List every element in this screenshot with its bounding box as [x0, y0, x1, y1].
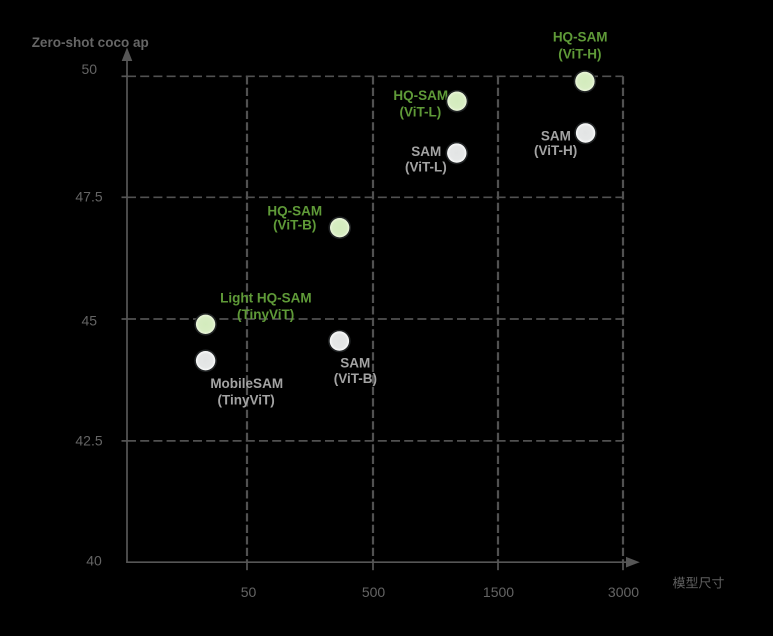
svg-text:HQ-SAM: HQ-SAM [553, 30, 608, 45]
svg-text:SAM: SAM [541, 128, 571, 143]
svg-text:(TinyViT): (TinyViT) [217, 393, 274, 408]
svg-text:42.5: 42.5 [75, 432, 102, 448]
svg-text:50: 50 [82, 61, 98, 77]
svg-text:(ViT-B): (ViT-B) [334, 371, 377, 386]
svg-text:SAM: SAM [411, 144, 441, 159]
svg-text:HQ-SAM: HQ-SAM [267, 203, 322, 218]
svg-text:1500: 1500 [483, 584, 514, 600]
svg-text:45: 45 [82, 312, 98, 328]
svg-text:47.5: 47.5 [75, 189, 102, 205]
svg-text:(ViT-L): (ViT-L) [405, 159, 447, 174]
svg-text:50: 50 [241, 584, 257, 600]
svg-text:40: 40 [86, 553, 102, 569]
svg-text:Zero-shot coco ap: Zero-shot coco ap [32, 35, 149, 50]
svg-text:MobileSAM: MobileSAM [210, 376, 283, 391]
svg-text:HQ-SAM: HQ-SAM [393, 88, 448, 103]
svg-text:(ViT-L): (ViT-L) [400, 104, 442, 119]
svg-text:SAM: SAM [340, 355, 370, 370]
svg-text:(ViT-B): (ViT-B) [273, 218, 316, 233]
svg-text:500: 500 [362, 584, 386, 600]
svg-text:(TinyViT): (TinyViT) [237, 307, 294, 322]
svg-text:(ViT-H): (ViT-H) [534, 143, 577, 158]
svg-text:3000: 3000 [608, 584, 639, 600]
svg-text:Light HQ-SAM: Light HQ-SAM [220, 291, 311, 306]
svg-text:(ViT-H): (ViT-H) [558, 47, 601, 62]
